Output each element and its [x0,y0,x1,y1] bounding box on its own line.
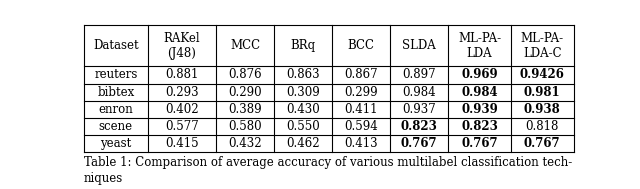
Text: bibtex: bibtex [97,86,134,99]
Text: 0.823: 0.823 [401,120,438,133]
Text: yeast: yeast [100,137,131,150]
Text: 0.881: 0.881 [165,68,198,81]
Text: 0.969: 0.969 [461,68,498,81]
Text: 0.462: 0.462 [287,137,320,150]
Text: BCC: BCC [348,39,375,52]
Text: 0.767: 0.767 [461,137,498,150]
Text: 0.389: 0.389 [228,103,262,116]
Text: 0.290: 0.290 [228,86,262,99]
Text: 0.594: 0.594 [344,120,378,133]
Text: 0.9426: 0.9426 [520,68,564,81]
Text: 0.293: 0.293 [165,86,199,99]
Text: Dataset: Dataset [93,39,139,52]
Text: SLDA: SLDA [403,39,436,52]
Text: 0.984: 0.984 [461,86,498,99]
Text: 0.818: 0.818 [525,120,559,133]
Text: RAKel
(J48): RAKel (J48) [164,32,200,60]
Text: 0.767: 0.767 [524,137,561,150]
Text: 0.939: 0.939 [461,103,498,116]
Text: 0.402: 0.402 [165,103,199,116]
Text: scene: scene [99,120,133,133]
Text: 0.897: 0.897 [403,68,436,81]
Text: MCC: MCC [230,39,260,52]
Text: 0.867: 0.867 [344,68,378,81]
Text: 0.413: 0.413 [344,137,378,150]
Text: 0.876: 0.876 [228,68,262,81]
Text: 0.938: 0.938 [524,103,561,116]
Text: ML-PA-
LDA: ML-PA- LDA [458,32,501,60]
Text: 0.299: 0.299 [344,86,378,99]
Text: 0.863: 0.863 [287,68,320,81]
Text: 0.984: 0.984 [403,86,436,99]
Text: 0.430: 0.430 [286,103,320,116]
Text: 0.981: 0.981 [524,86,561,99]
Text: 0.937: 0.937 [403,103,436,116]
Text: 0.577: 0.577 [165,120,199,133]
Text: 0.309: 0.309 [286,86,320,99]
Text: 0.432: 0.432 [228,137,262,150]
Text: 0.415: 0.415 [165,137,199,150]
Text: BRq: BRq [291,39,316,52]
Text: Table 1: Comparison of average accuracy of various multilabel classification tec: Table 1: Comparison of average accuracy … [84,156,572,185]
Text: 0.767: 0.767 [401,137,438,150]
Text: ML-PA-
LDA-C: ML-PA- LDA-C [520,32,564,60]
Text: 0.823: 0.823 [461,120,498,133]
Text: 0.411: 0.411 [344,103,378,116]
Text: reuters: reuters [94,68,138,81]
Text: 0.580: 0.580 [228,120,262,133]
Text: enron: enron [99,103,133,116]
Text: 0.550: 0.550 [286,120,320,133]
